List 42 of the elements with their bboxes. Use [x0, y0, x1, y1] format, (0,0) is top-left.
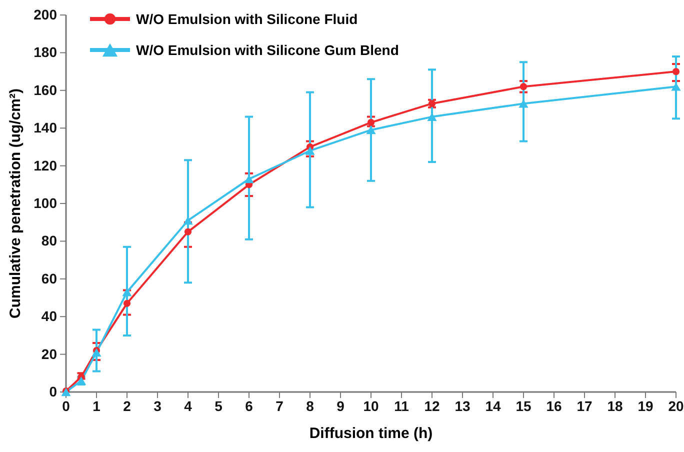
x-tick-label: 11 [394, 398, 410, 414]
y-tick-label: 80 [41, 232, 58, 249]
x-tick-label: 3 [154, 398, 162, 414]
y-axis-title: Cumulative penetration (ug/cm²) [7, 88, 24, 319]
y-tick-label: 20 [41, 346, 58, 362]
x-tick-label: 17 [576, 398, 592, 414]
x-tick-label: 20 [668, 398, 684, 414]
y-tick-label: 180 [34, 44, 58, 60]
point [123, 300, 131, 307]
x-tick-label: 0 [62, 398, 70, 414]
y-tick-label: 200 [34, 6, 58, 22]
y-tick-label: 0 [49, 383, 58, 400]
y-tick-label: 60 [41, 270, 58, 286]
x-tick-label: 5 [214, 398, 223, 414]
legend-label: W/O Emulsion with Silicone Gum Blend [136, 42, 399, 58]
legend-label: W/O Emulsion with Silicone Fluid [136, 11, 358, 27]
point [367, 118, 375, 126]
x-tick-label: 9 [336, 398, 345, 414]
x-tick-label: 10 [363, 398, 379, 414]
x-tick-label: 18 [607, 398, 623, 414]
x-tick-label: 8 [306, 398, 314, 414]
point [672, 68, 680, 76]
x-tick-label: 7 [276, 398, 284, 414]
y-tick-label: 160 [34, 82, 58, 98]
x-tick-label: 13 [454, 398, 470, 414]
x-tick-label: 15 [516, 398, 532, 414]
point [184, 228, 192, 236]
x-tick-label: 4 [184, 398, 192, 414]
y-tick-label: 120 [34, 157, 58, 174]
y-tick-label: 40 [41, 308, 58, 324]
x-tick-label: 12 [424, 398, 440, 414]
x-tick-label: 6 [245, 398, 254, 414]
x-tick-label: 1 [92, 398, 101, 414]
y-tick-label: 100 [34, 194, 58, 211]
x-tick-label: 16 [546, 398, 562, 414]
x-axis-title: Diffusion time (h) [309, 425, 433, 442]
x-tick-label: 2 [123, 398, 132, 414]
point [305, 146, 315, 155]
x-tick-label: 14 [485, 398, 501, 414]
point [92, 348, 102, 357]
y-tick-label: 140 [34, 120, 58, 136]
x-tick-label: 19 [638, 398, 654, 414]
